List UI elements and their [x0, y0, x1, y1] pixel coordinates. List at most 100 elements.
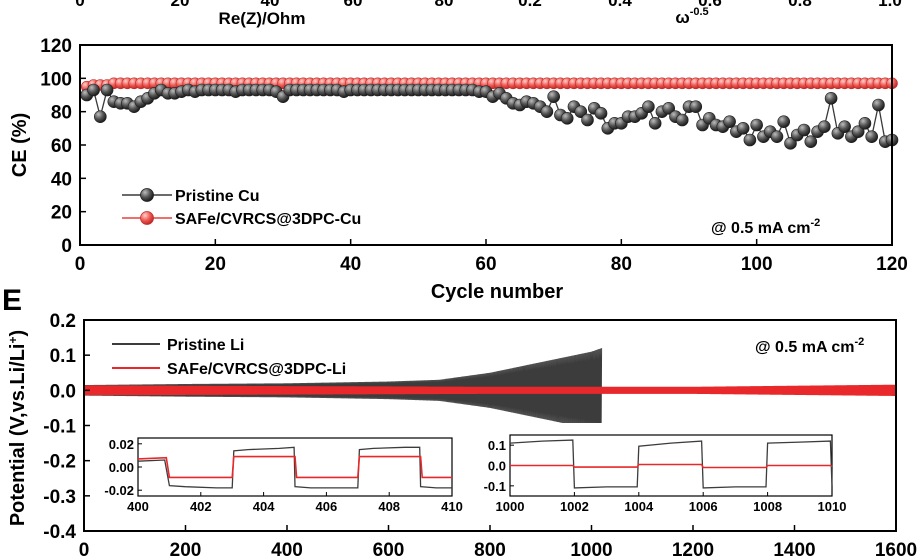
top-tick-label: 80	[435, 0, 454, 10]
data-point-pristine-cu	[865, 130, 879, 143]
data-point-pristine-cu	[87, 83, 100, 97]
data-point-pristine-cu	[824, 92, 838, 105]
data-point-pristine-cu	[547, 90, 560, 103]
inset-a-ytick-label: 0.00	[109, 460, 134, 475]
data-point-pristine-cu	[94, 110, 107, 123]
inset-b-series-safe-li	[510, 463, 833, 469]
top-tick-label: 0.2	[518, 0, 542, 10]
top-strip: 0 20 40 60 80 0.2 0.4 0.6 0.8 1.0 Re(Z)/…	[75, 0, 902, 28]
panel-d-ytick-label: 80	[51, 103, 72, 124]
data-point-pristine-cu	[581, 113, 594, 127]
panel-e-data-layer	[83, 348, 897, 433]
panel-d-ytick-label: 0	[61, 236, 72, 257]
data-point-pristine-cu	[594, 107, 608, 120]
panel-d-axes: 0 20 40 60 80 100 120 0 20 40 60 80 100 120	[40, 36, 908, 275]
inset-b-xtick-label: 1008	[753, 499, 782, 514]
data-point-pristine-cu	[560, 112, 574, 125]
panel-d-xtick-label: 120	[876, 254, 908, 275]
series-trace-pristine-li	[83, 348, 603, 433]
panel-d-ytick-label: 20	[51, 203, 72, 224]
data-point-pristine-cu	[662, 102, 676, 115]
inset-b-series-pristine-li	[509, 439, 833, 489]
inset-b-xtick-label: 1006	[689, 499, 718, 514]
inset-a-background	[134, 426, 478, 524]
data-point-pristine-cu	[797, 123, 811, 137]
data-point-pristine-cu	[574, 105, 588, 118]
inset-b-background	[506, 423, 858, 524]
panel-d-xtick-label: 0	[75, 254, 86, 275]
panel-d-xlabel: Cycle number	[431, 281, 563, 303]
data-point-pristine-cu	[675, 113, 689, 127]
panel-e-xtick-label: 0	[79, 540, 90, 558]
panel-e-ytick-label: -0.2	[43, 452, 76, 473]
data-point-pristine-cu	[723, 115, 736, 128]
panel-e-xtick-label: 1400	[773, 540, 815, 558]
inset-a-series-pristine-li	[137, 446, 452, 489]
inset-b-xtick-label: 1000	[496, 499, 525, 514]
panel-e-xtick-label: 1200	[672, 540, 714, 558]
data-point-pristine-cu	[743, 133, 757, 147]
legend-label-safe-cu: SAFe/CVRCS@3DPC-Cu	[175, 211, 361, 228]
legend-marker-pristine-cu	[140, 188, 154, 202]
panel-d-xtick-label: 80	[611, 254, 632, 275]
panel-e-xtick-label: 600	[373, 540, 405, 558]
panel-e-ytick-label: 0.2	[50, 311, 76, 332]
panel-e-ytick-label: 0.1	[50, 346, 77, 367]
top-xlabel-left: Re(Z)/Ohm	[219, 9, 306, 28]
panel-e-xtick-label: 400	[271, 540, 303, 558]
panel-d-data-layer	[80, 77, 899, 150]
panel-e-potential-chart: E 0 200 400 600 800 1000 1200 1400 1600 -0.4 -0.3 -…	[2, 284, 917, 558]
data-point-pristine-cu	[804, 135, 818, 148]
panel-e-ytick-label: -0.1	[43, 417, 76, 438]
panel-d-ytick-label: 100	[40, 69, 72, 90]
panel-e-inset-400-410: 400 402 404 406 408 410 0.02 0.00 -0.02	[104, 426, 478, 524]
panel-d-legend: Pristine Cu SAFe/CVRCS@3DPC-Cu	[122, 188, 361, 228]
top-tick-label: 40	[261, 0, 280, 10]
data-point-pristine-cu	[648, 117, 662, 130]
panel-e-xtick-label: 1000	[570, 540, 612, 558]
top-tick-label: 0.8	[788, 0, 812, 10]
data-point-pristine-cu	[689, 100, 703, 113]
inset-a-xtick-label: 408	[378, 499, 400, 514]
inset-a-ytick-label: 0.02	[109, 437, 134, 452]
data-point-pristine-cu	[784, 137, 797, 150]
panel-e-annotation: @ 0.5 mA cm-2	[755, 336, 864, 356]
data-point-pristine-cu	[736, 122, 750, 135]
panel-d-annotation: @ 0.5 mA cm-2	[711, 217, 820, 237]
data-point-pristine-cu	[100, 83, 114, 97]
inset-a-xtick-label: 400	[127, 499, 149, 514]
panel-e-axes: 0 200 400 600 800 1000 1200 1400 1600 -0.4 -0.3 -0.…	[43, 311, 917, 558]
inset-a-xtick-label: 404	[253, 499, 275, 514]
panel-d-ce-chart: 0 20 40 60 80 100 120 0 20 40 60 80 100 120 CE (%) Cy…	[9, 36, 908, 303]
panel-e-xtick-label: 1600	[875, 540, 917, 558]
inset-b-ytick-label: 0.1	[488, 438, 506, 453]
legend-label-pristine-cu: Pristine Cu	[175, 188, 259, 205]
panel-d-xtick-label: 40	[340, 254, 361, 275]
panel-e-legend: Pristine Li SAFe/CVRCS@3DPC-Li	[112, 337, 346, 378]
inset-b-xtick-label: 1004	[624, 499, 654, 514]
top-tick-label: 60	[344, 0, 363, 10]
legend-label-pristine-li: Pristine Li	[167, 337, 244, 354]
inset-b-xtick-label: 1002	[560, 499, 589, 514]
panel-d-xtick-label: 60	[475, 254, 496, 275]
data-point-pristine-cu	[642, 100, 655, 113]
data-point-pristine-cu	[858, 117, 872, 130]
data-point-pristine-cu	[838, 120, 851, 133]
top-tick-label: 0.4	[608, 0, 632, 10]
panel-d-ytick-label: 120	[40, 36, 72, 57]
panel-e-ytick-label: 0.0	[50, 381, 76, 402]
data-point-pristine-cu	[777, 115, 791, 128]
legend-marker-safe-cu	[140, 211, 154, 225]
legend-label-safe-li: SAFe/CVRCS@3DPC-Li	[167, 361, 346, 378]
top-tick-label: 1.0	[878, 0, 902, 10]
top-tick-label: 0.6	[698, 0, 722, 10]
panel-d-ytick-label: 40	[51, 169, 72, 190]
panel-e-letter: E	[2, 284, 22, 317]
top-tick-label: 0	[75, 0, 84, 10]
data-point-pristine-cu	[851, 125, 865, 138]
panel-d-xtick-label: 20	[205, 254, 226, 275]
top-xlabel-right: ω-0.5	[675, 6, 708, 27]
top-tick-label: 20	[171, 0, 190, 10]
data-point-pristine-cu	[540, 105, 554, 118]
